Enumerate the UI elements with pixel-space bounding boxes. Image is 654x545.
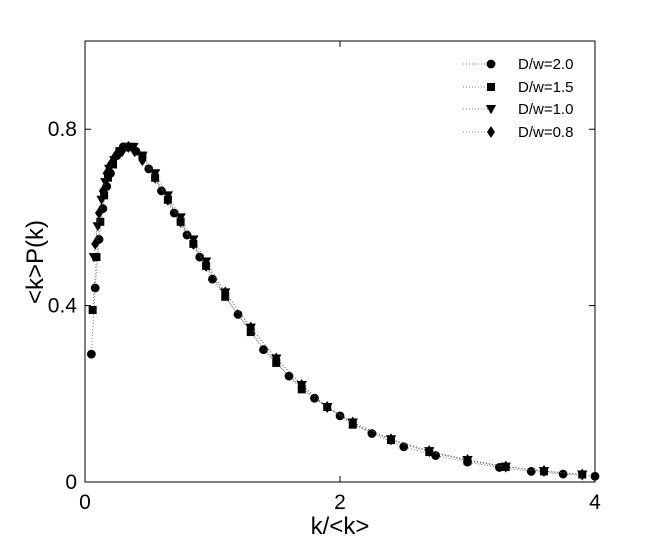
data-point (100, 191, 109, 200)
data-point (558, 469, 568, 479)
legend-label: D/w=1.5 (518, 79, 573, 96)
series-layer (86, 140, 600, 481)
data-point (348, 416, 357, 429)
data-point (88, 253, 100, 263)
data-point (221, 286, 230, 299)
data-point (367, 429, 377, 438)
series-4 (91, 140, 587, 481)
data-point (297, 378, 306, 391)
data-point (91, 237, 100, 250)
legend-marker (487, 126, 495, 138)
data-point (95, 206, 104, 219)
x-tick-label: 0 (79, 491, 91, 514)
legend-item: D/w=0.8 (463, 124, 573, 141)
data-point (111, 149, 120, 162)
data-point (501, 460, 510, 473)
data-point (102, 167, 111, 180)
data-point (590, 471, 600, 481)
x-axis-label: k/<k> (311, 513, 370, 540)
tick-labels: 0 2 4 0 0.4 0.8 (48, 118, 601, 514)
data-point (176, 215, 185, 228)
legend: D/w=2.0 D/w=1.5 D/w=1.0 D/w=0.8 (463, 56, 573, 141)
data-point (106, 158, 115, 171)
data-point (92, 222, 103, 232)
legend-item: D/w=2.0 (463, 56, 573, 73)
data-point (463, 453, 472, 466)
y-tick-label: 0.4 (48, 295, 78, 318)
data-point (578, 468, 587, 481)
data-point (151, 171, 160, 184)
legend-marker (487, 83, 495, 91)
x-tick-label: 4 (589, 491, 601, 514)
data-point (246, 321, 255, 334)
data-point (124, 140, 133, 153)
data-point (86, 349, 96, 359)
data-point (103, 173, 112, 182)
data-point (96, 195, 107, 205)
data-point (323, 401, 332, 414)
axis-ticks (84, 41, 596, 483)
data-point (425, 445, 434, 458)
legend-label: D/w=1.0 (518, 101, 573, 118)
data-point (189, 237, 198, 250)
data-point (96, 217, 105, 226)
data-point (163, 193, 172, 206)
data-point (208, 274, 217, 284)
data-point (90, 283, 100, 293)
data-point (526, 467, 536, 476)
y-tick-label: 0.8 (48, 118, 77, 141)
data-point (98, 184, 107, 197)
y-tick-label: 0 (65, 471, 77, 494)
legend-marker (485, 105, 497, 115)
data-point (272, 352, 281, 365)
legend-label: D/w=0.8 (518, 124, 573, 141)
x-tick-label: 2 (334, 491, 346, 514)
data-point (335, 411, 345, 421)
legend-item: D/w=1.5 (463, 79, 573, 96)
data-point (494, 463, 504, 472)
data-point (130, 145, 139, 158)
data-point (138, 154, 147, 167)
y-axis-label: <k>P(k) (22, 220, 49, 304)
data-point (399, 442, 409, 452)
data-point (202, 259, 211, 272)
data-point (88, 306, 97, 315)
data-point (100, 178, 111, 188)
data-point (540, 464, 548, 477)
data-point (117, 145, 126, 158)
legend-marker (486, 59, 496, 69)
legend-label: D/w=2.0 (518, 56, 573, 73)
data-point (259, 345, 268, 355)
legend-item: D/w=1.0 (463, 101, 573, 118)
data-point (387, 433, 395, 446)
